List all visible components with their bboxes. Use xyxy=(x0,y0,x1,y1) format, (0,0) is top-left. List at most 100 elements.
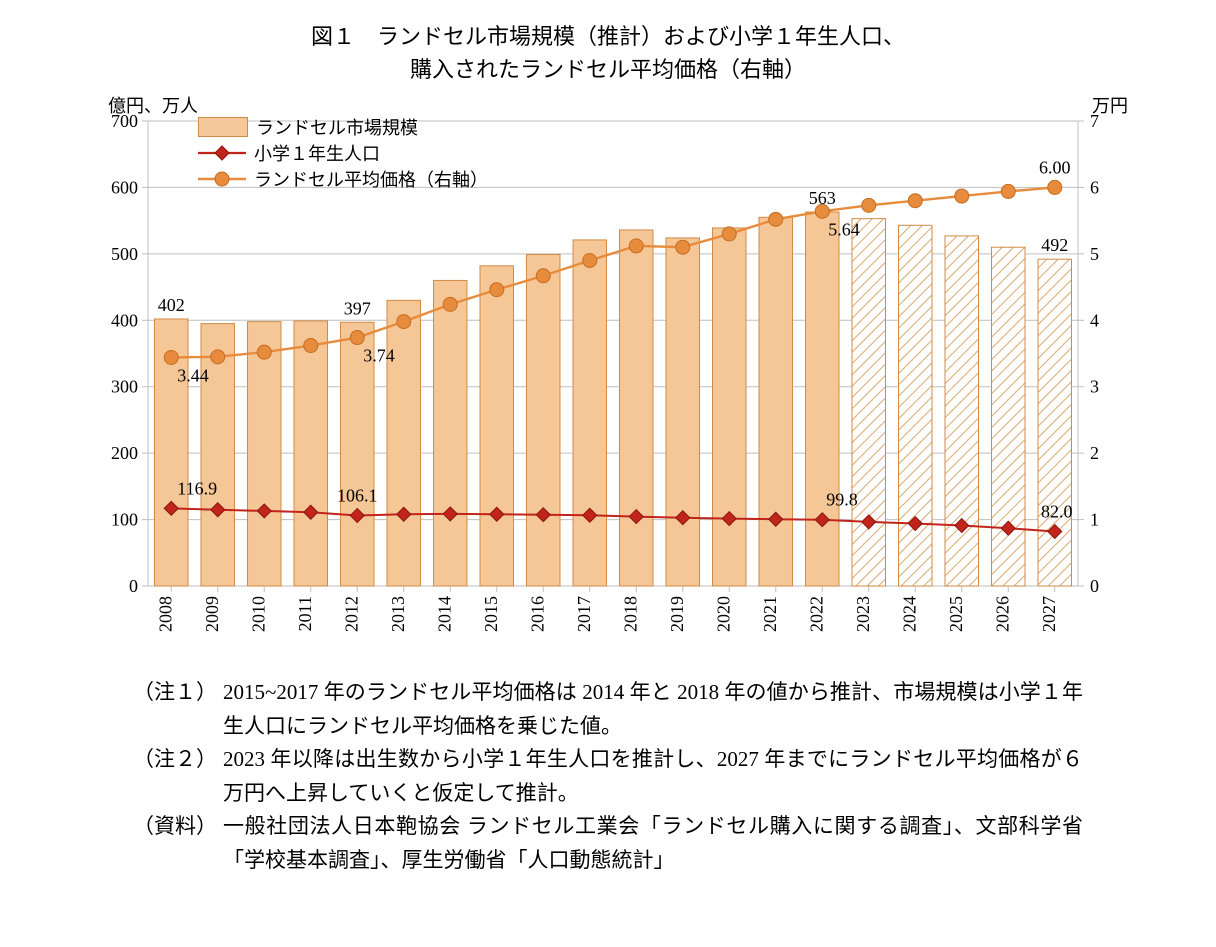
title-line-1: 図１ ランドセル市場規模（推計）および小学１年生人口、 xyxy=(311,24,905,49)
note-text: 2015~2017 年のランドセル平均価格は 2014 年と 2018 年の値か… xyxy=(223,676,1083,743)
x-tick-label: 2022 xyxy=(806,596,826,632)
svg-text:400: 400 xyxy=(111,310,138,330)
x-tick-label: 2023 xyxy=(853,596,873,632)
bar-market xyxy=(480,266,513,586)
title-line-2: 購入されたランドセル平均価格（右軸） xyxy=(410,57,806,82)
x-tick-label: 2012 xyxy=(341,596,361,632)
annotation: 3.44 xyxy=(177,365,209,385)
svg-text:200: 200 xyxy=(111,443,138,463)
annotation: 116.9 xyxy=(177,478,217,498)
x-tick-label: 2008 xyxy=(155,596,175,632)
legend-pop-swatch xyxy=(198,144,246,162)
annotation: 492 xyxy=(1041,235,1068,255)
marker-price xyxy=(164,350,178,364)
marker-price xyxy=(722,227,736,241)
marker-price xyxy=(350,331,364,345)
marker-price xyxy=(769,212,783,226)
x-tick-label: 2015 xyxy=(481,596,501,632)
legend-price: ランドセル平均価格（右軸） xyxy=(198,166,488,192)
annotation: 397 xyxy=(344,298,371,318)
chart-title: 図１ ランドセル市場規模（推計）および小学１年生人口、 購入されたランドセル平均… xyxy=(20,20,1196,86)
bar-market xyxy=(759,217,792,586)
bar-market xyxy=(527,255,560,586)
svg-text:5: 5 xyxy=(1090,244,1099,264)
x-tick-label: 2020 xyxy=(713,596,733,632)
marker-price xyxy=(583,254,597,268)
note-row: （注２）2023 年以降は出生数から小学１年生人口を推計し、2027 年までにラ… xyxy=(133,743,1083,810)
legend-price-label: ランドセル平均価格（右軸） xyxy=(254,166,488,192)
annotation: 82.0 xyxy=(1041,502,1073,522)
bar-market xyxy=(945,236,978,586)
svg-text:600: 600 xyxy=(111,177,138,197)
annotation: 99.8 xyxy=(826,490,858,510)
note-label: （注１） xyxy=(133,676,223,743)
x-tick-label: 2025 xyxy=(946,596,966,632)
bar-market xyxy=(387,300,420,586)
marker-price xyxy=(443,297,457,311)
bar-market xyxy=(852,219,885,586)
legend-price-swatch xyxy=(198,170,246,188)
annotation: 6.00 xyxy=(1039,157,1071,177)
svg-text:3: 3 xyxy=(1090,377,1099,397)
note-row: （資料）一般社団法人日本鞄協会 ランドセル工業会「ランドセル購入に関する調査」、… xyxy=(133,810,1083,877)
chart-area: 億円、万人 万円 0100200300400500600700012345672… xyxy=(78,96,1138,656)
y-left-unit: 億円、万人 xyxy=(108,92,198,118)
annotation: 3.74 xyxy=(363,346,395,366)
svg-text:2: 2 xyxy=(1090,443,1099,463)
x-tick-label: 2016 xyxy=(527,596,547,632)
marker-price xyxy=(536,269,550,283)
marker-price xyxy=(955,189,969,203)
svg-text:1: 1 xyxy=(1090,510,1099,530)
y-right-unit: 万円 xyxy=(1092,92,1128,118)
svg-text:0: 0 xyxy=(1090,576,1099,596)
svg-text:500: 500 xyxy=(111,244,138,264)
marker-price xyxy=(490,283,504,297)
annotation: 5.64 xyxy=(828,219,860,239)
x-tick-label: 2027 xyxy=(1039,596,1059,632)
x-tick-label: 2010 xyxy=(248,596,268,632)
x-tick-label: 2009 xyxy=(202,596,222,632)
x-tick-label: 2018 xyxy=(620,596,640,632)
x-tick-label: 2019 xyxy=(667,596,687,632)
svg-text:4: 4 xyxy=(1090,310,1099,330)
legend: ランドセル市場規模 小学１年生人口 ランドセル平均価格（右軸） xyxy=(198,114,488,192)
bar-market xyxy=(620,230,653,586)
bar-market xyxy=(713,228,746,586)
svg-text:300: 300 xyxy=(111,377,138,397)
note-text: 一般社団法人日本鞄協会 ランドセル工業会「ランドセル購入に関する調査」、文部科学… xyxy=(223,810,1083,877)
marker-price xyxy=(1001,184,1015,198)
note-label: （注２） xyxy=(133,743,223,810)
legend-pop: 小学１年生人口 xyxy=(198,140,488,166)
annotation: 106.1 xyxy=(337,486,378,506)
x-tick-label: 2024 xyxy=(899,596,919,632)
bar-market xyxy=(899,225,932,586)
bar-market xyxy=(434,280,467,586)
notes: （注１）2015~2017 年のランドセル平均価格は 2014 年と 2018 … xyxy=(133,676,1083,878)
legend-pop-label: 小学１年生人口 xyxy=(254,140,380,166)
x-tick-label: 2014 xyxy=(434,596,454,632)
x-tick-label: 2017 xyxy=(574,596,594,632)
note-label: （資料） xyxy=(133,810,223,877)
marker-price xyxy=(1048,180,1062,194)
marker-price xyxy=(211,350,225,364)
marker-price xyxy=(908,194,922,208)
marker-price xyxy=(397,315,411,329)
marker-price xyxy=(304,339,318,353)
marker-price xyxy=(676,240,690,254)
bar-market xyxy=(806,212,839,586)
annotation: 402 xyxy=(158,295,185,315)
x-tick-label: 2026 xyxy=(992,596,1012,632)
annotation: 563 xyxy=(809,188,836,208)
note-row: （注１）2015~2017 年のランドセル平均価格は 2014 年と 2018 … xyxy=(133,676,1083,743)
legend-bar-label: ランドセル市場規模 xyxy=(256,114,418,140)
bar-market xyxy=(248,322,281,586)
x-tick-label: 2021 xyxy=(760,596,780,632)
legend-bar-swatch xyxy=(198,117,248,137)
marker-price xyxy=(629,239,643,253)
marker-price xyxy=(257,345,271,359)
x-tick-label: 2013 xyxy=(388,596,408,632)
svg-text:6: 6 xyxy=(1090,177,1099,197)
svg-text:100: 100 xyxy=(111,510,138,530)
note-text: 2023 年以降は出生数から小学１年生人口を推計し、2027 年までにランドセル… xyxy=(223,743,1083,810)
marker-price xyxy=(862,198,876,212)
